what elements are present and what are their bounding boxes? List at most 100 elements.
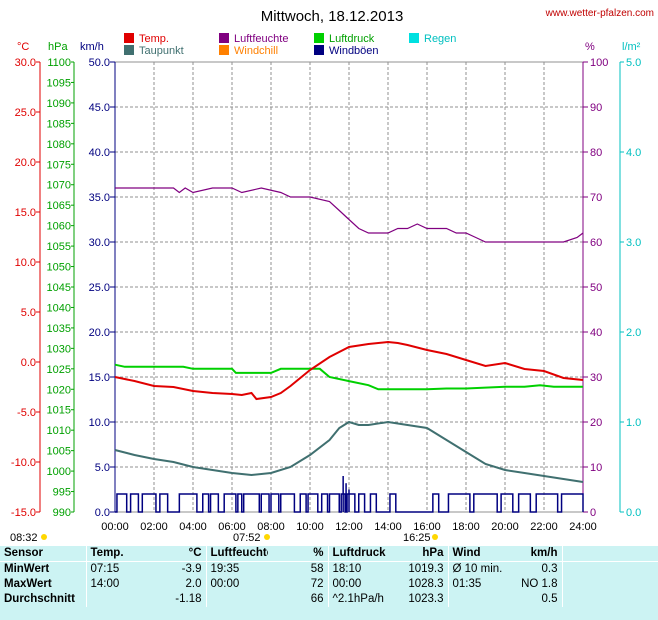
stats-header-temp-unit: °C bbox=[144, 546, 206, 562]
series-lines bbox=[114, 187, 584, 483]
sunset-time: 16:25 bbox=[403, 532, 431, 544]
x-tick-label: 18:00 bbox=[452, 521, 480, 533]
rain-tick-label: 0.0 bbox=[626, 507, 641, 519]
series-line-luftfeuchte bbox=[115, 187, 584, 243]
humidity-tick-label: 10 bbox=[590, 462, 602, 474]
stats-temp-value: -1.18 bbox=[175, 593, 202, 605]
stats-temp-value: -3.9 bbox=[181, 563, 202, 575]
chart-background bbox=[0, 0, 658, 546]
stats-hum-value: 58 bbox=[310, 563, 324, 575]
humidity-tick-label: 80 bbox=[590, 147, 602, 159]
x-tick-label: 08:00 bbox=[257, 521, 285, 533]
stats-header-wind-unit: km/h bbox=[504, 546, 562, 562]
stats-wind-value: NO 1.8 bbox=[521, 578, 558, 590]
gust-line bbox=[115, 493, 584, 513]
wind-tick-label: 25.0 bbox=[89, 282, 110, 294]
stats-press-value: 1019.3 bbox=[408, 563, 444, 575]
wind-tick-label: 30.0 bbox=[89, 237, 110, 249]
legend-swatch-taupunkt bbox=[124, 45, 134, 55]
unit-pressure: hPa bbox=[48, 41, 68, 53]
unit-temp: °C bbox=[17, 41, 29, 53]
x-tick-label: 04:00 bbox=[179, 521, 207, 533]
pressure-tick-label: 1070 bbox=[47, 180, 71, 192]
wind-tick-label: 0.0 bbox=[95, 507, 110, 519]
pressure-tick-label: 1065 bbox=[47, 200, 71, 212]
stats-header-spacer bbox=[561, 546, 658, 562]
x-tick-label: 14:00 bbox=[374, 521, 402, 533]
legend-label-windchill: Windchill bbox=[234, 45, 278, 57]
humidity-tick-label: 20 bbox=[590, 417, 602, 429]
temp-tick-label: 5.0 bbox=[21, 307, 36, 319]
stats-temp-time: 14:00 bbox=[85, 577, 144, 592]
unit-wind: km/h bbox=[80, 41, 104, 53]
humidity-tick-label: 100 bbox=[590, 57, 608, 69]
x-tick-label: 16:00 bbox=[413, 521, 441, 533]
x-tick-label: 12:00 bbox=[335, 521, 363, 533]
site-url[interactable]: www.wetter-pfalzen.com bbox=[545, 8, 654, 19]
stats-hum-time bbox=[205, 592, 268, 607]
pressure-tick-label: 1085 bbox=[47, 118, 71, 130]
temp-tick-label: -10.0 bbox=[11, 457, 36, 469]
rain-tick-label: 1.0 bbox=[626, 417, 641, 429]
pressure-tick-label: 1040 bbox=[47, 302, 71, 314]
humidity-tick-label: 0 bbox=[590, 507, 596, 519]
x-tick-label: 22:00 bbox=[530, 521, 558, 533]
temp-tick-label: 15.0 bbox=[15, 207, 36, 219]
sun-markers: 08:32 07:52 16:25 bbox=[10, 532, 438, 544]
pressure-tick-label: 1010 bbox=[47, 425, 71, 437]
stats-header-press-unit: hPa bbox=[388, 546, 448, 562]
stats-wind-value: 0.3 bbox=[541, 563, 558, 575]
rain-tick-label: 3.0 bbox=[626, 237, 641, 249]
stats-spacer bbox=[561, 577, 658, 592]
unit-rain: l/m² bbox=[622, 41, 641, 53]
pressure-tick-label: 1005 bbox=[47, 446, 71, 458]
x-axis-labels: 00:00 02:00 04:00 06:00 08:00 10:00 12:00 14:00… bbox=[101, 521, 597, 533]
stats-hum-value: 66 bbox=[310, 593, 324, 605]
stats-row-max: MaxWert 14:00 2.0 00:00 72 00:00 1028.3 … bbox=[0, 577, 658, 592]
stats-hum-value: 72 bbox=[310, 578, 324, 590]
stats-wind-time: 01:35 bbox=[447, 577, 504, 592]
temp-tick-label: 30.0 bbox=[15, 57, 36, 69]
pressure-tick-label: 1050 bbox=[47, 262, 71, 274]
wind-tick-label: 40.0 bbox=[89, 147, 110, 159]
pressure-tick-label: 990 bbox=[53, 507, 71, 519]
humidity-tick-label: 70 bbox=[590, 192, 602, 204]
pressure-tick-label: 1090 bbox=[47, 98, 71, 110]
gust-series bbox=[115, 476, 584, 513]
pressure-tick-label: 1035 bbox=[47, 323, 71, 335]
temp-tick-label: 0.0 bbox=[21, 357, 36, 369]
pressure-tick-label: 1000 bbox=[47, 466, 71, 478]
sunrise-icon bbox=[41, 534, 47, 540]
legend-label-taupunkt: Taupunkt bbox=[139, 45, 184, 57]
stats-press-time: 00:00 bbox=[327, 577, 388, 592]
statistics-table: Sensor Temp. °C Luftfeuchte % Luftdruck … bbox=[0, 546, 658, 607]
stats-row-label: Durchschnitt bbox=[4, 593, 75, 605]
pressure-tick-label: 1060 bbox=[47, 221, 71, 233]
temp-tick-label: 10.0 bbox=[15, 257, 36, 269]
humidity-tick-label: 30 bbox=[590, 372, 602, 384]
wind-tick-label: 10.0 bbox=[89, 417, 110, 429]
stats-wind-value: 0.5 bbox=[541, 593, 558, 605]
legend-label-regen: Regen bbox=[424, 33, 456, 45]
x-tick-label: 20:00 bbox=[491, 521, 519, 533]
wind-tick-label: 45.0 bbox=[89, 102, 110, 114]
pressure-tick-label: 1025 bbox=[47, 364, 71, 376]
stats-header-wind: Wind bbox=[447, 546, 504, 562]
stats-row-label: MinWert bbox=[4, 563, 50, 575]
stats-header-hum-unit: % bbox=[268, 546, 328, 562]
stats-hum-time: 19:35 bbox=[205, 561, 268, 577]
solar-noon-icon bbox=[264, 534, 270, 540]
weather-chart: Mittwoch, 18.12.2013 www.wetter-pfalzen.… bbox=[0, 0, 658, 546]
pressure-tick-label: 1095 bbox=[47, 77, 71, 89]
pressure-tick-label: 995 bbox=[53, 487, 71, 499]
stats-wind-time: Ø 10 min. bbox=[447, 561, 504, 577]
temp-tick-label: -15.0 bbox=[11, 507, 36, 519]
pressure-tick-label: 1030 bbox=[47, 343, 71, 355]
stats-header-temp: Temp. bbox=[85, 546, 144, 562]
humidity-tick-label: 40 bbox=[590, 327, 602, 339]
statistics-panel: Sensor Temp. °C Luftfeuchte % Luftdruck … bbox=[0, 546, 658, 620]
axis-labels: 30.0 25.0 20.0 15.0 10.0 5.0 0.0 -5.0 -10.0 -15.0… bbox=[11, 57, 641, 519]
page-title: Mittwoch, 18.12.2013 bbox=[261, 8, 404, 25]
x-tick-label: 06:00 bbox=[218, 521, 246, 533]
wind-tick-label: 20.0 bbox=[89, 327, 110, 339]
